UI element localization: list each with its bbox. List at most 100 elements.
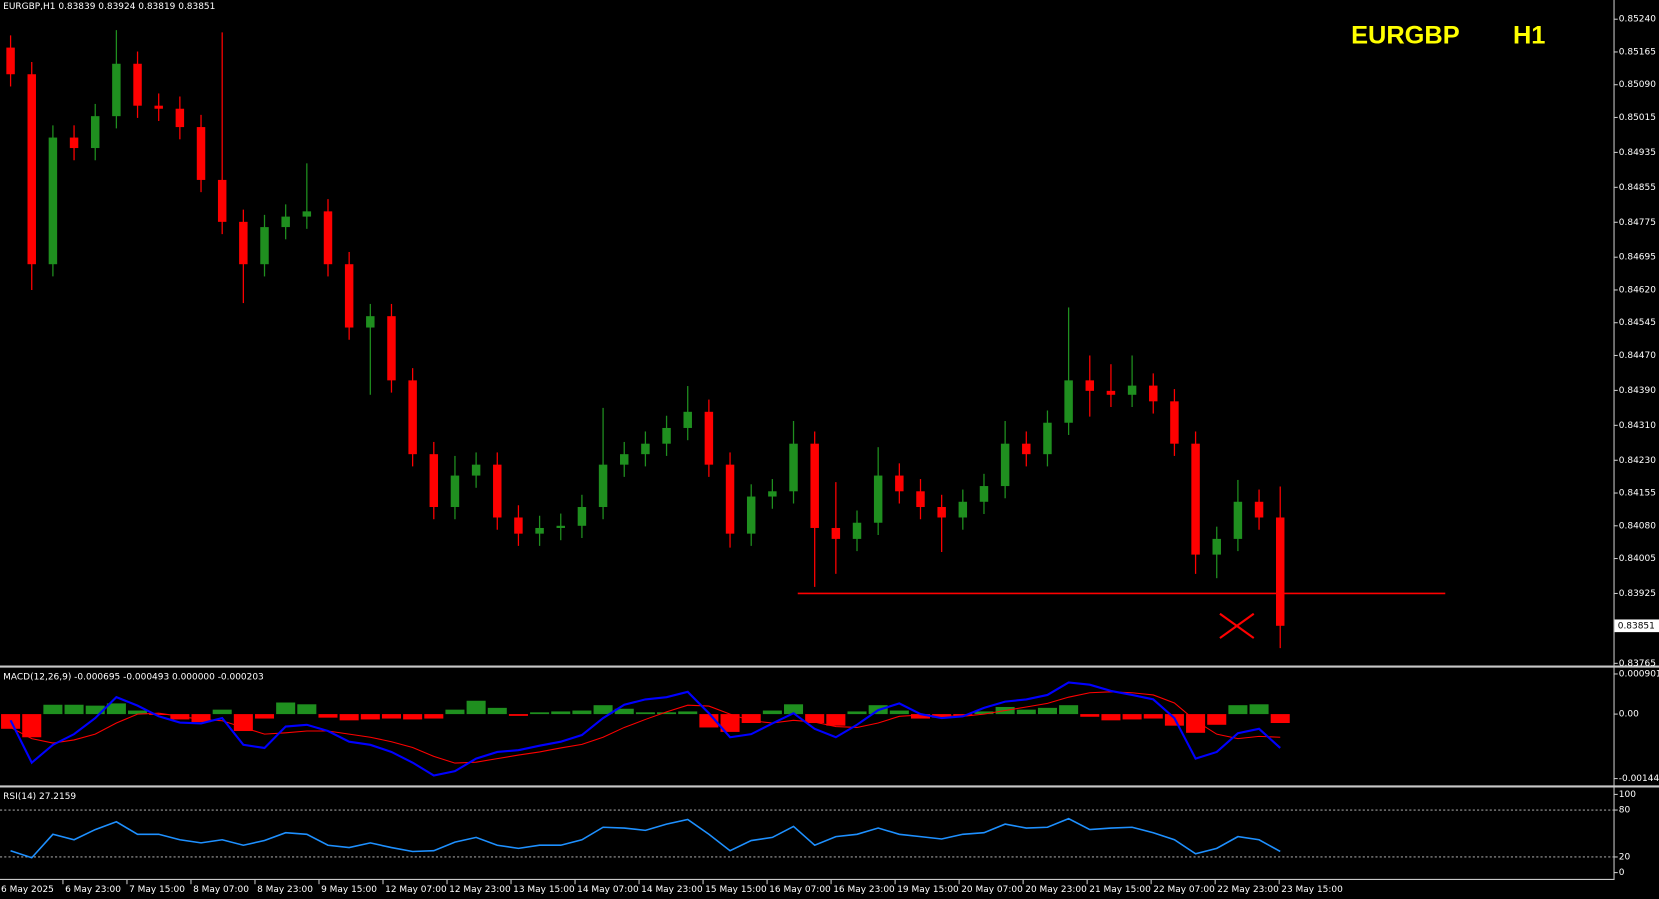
candle-body	[175, 108, 185, 128]
candle-body	[725, 464, 735, 534]
y-tick-label: 0.85240	[1619, 15, 1656, 25]
candle-body	[1149, 385, 1158, 402]
candle-body	[471, 464, 481, 476]
histogram-bar	[762, 710, 782, 715]
panel-header: MACD(12,26,9) -0.000695 -0.000493 0.0000…	[3, 673, 264, 683]
histogram-bar	[191, 714, 211, 723]
candle-body	[6, 47, 15, 75]
x-tick-label: 12 May 07:00	[385, 885, 447, 895]
histogram-bar	[826, 714, 846, 726]
candle-body	[641, 443, 650, 455]
y-tick-label: 0.84775	[1619, 218, 1656, 228]
y-tick-label: 80	[1619, 806, 1631, 816]
candle-body	[133, 63, 142, 106]
histogram-bar	[487, 707, 507, 715]
rsi-line	[10, 817, 1281, 859]
candle-body	[1106, 390, 1116, 395]
histogram-bar	[106, 703, 126, 715]
candle-body	[556, 525, 565, 528]
x-tick-label: 22 May 07:00	[1153, 885, 1215, 895]
candle-body	[48, 137, 58, 265]
candle-body	[450, 475, 460, 508]
candle-body	[979, 486, 989, 502]
y-tick-label: 0.84080	[1619, 521, 1656, 531]
histogram-bar	[508, 714, 528, 716]
histogram-bar	[1016, 709, 1036, 715]
candle-body	[344, 264, 354, 328]
histogram-bar	[551, 711, 571, 715]
candle-body	[683, 411, 692, 428]
y-tick-label: 0.84620	[1619, 285, 1656, 295]
candle-body	[937, 507, 946, 518]
candle-body	[1000, 443, 1010, 487]
y-tick-label: 0.83925	[1619, 589, 1656, 599]
y-tick-label: 20	[1619, 852, 1631, 862]
signal-line	[10, 691, 1281, 764]
histogram-bar	[910, 714, 931, 719]
candle-body	[620, 454, 629, 465]
y-tick-label: 0.85015	[1619, 113, 1656, 123]
histogram-bar	[572, 710, 592, 715]
y-tick-label: 0.83765	[1619, 659, 1656, 669]
histogram-bar	[635, 712, 655, 715]
candle-body	[895, 475, 904, 492]
timeframe-label: H1	[1513, 22, 1545, 50]
y-tick-label: 100	[1619, 790, 1636, 800]
x-tick-label: 21 May 15:00	[1089, 885, 1151, 895]
panel-header: RSI(14) 27.2159	[3, 792, 76, 802]
candle-body	[387, 316, 396, 381]
histogram-bar	[805, 714, 825, 724]
x-tick-label: 19 May 15:00	[897, 885, 959, 895]
candle-body	[302, 211, 312, 217]
x-tick-label: 6 May 23:00	[65, 885, 121, 895]
candle-body	[746, 496, 756, 534]
x-tick-label: 16 May 07:00	[769, 885, 831, 895]
y-tick-label: 0.84695	[1619, 253, 1656, 263]
y-tick-label: 0.85165	[1619, 47, 1656, 57]
candle-body	[27, 74, 36, 265]
candle-body	[916, 491, 925, 508]
candle-body	[598, 464, 608, 508]
y-tick-label: 0.84155	[1619, 489, 1656, 499]
histogram-bar	[1186, 714, 1206, 733]
y-tick-label: 0.84310	[1619, 421, 1656, 431]
candle-body	[1275, 517, 1285, 626]
candle-body	[323, 211, 333, 265]
candle-body	[1212, 538, 1221, 555]
candle-body	[90, 116, 100, 149]
histogram-bar	[445, 709, 465, 715]
candle-body	[1127, 385, 1137, 395]
y-tick-label: 0.85090	[1619, 80, 1656, 90]
histogram-bar	[847, 711, 867, 715]
x-tick-label: 14 May 23:00	[641, 885, 703, 895]
histogram-bar	[403, 714, 423, 720]
histogram-bar	[297, 704, 317, 715]
candle-body	[810, 443, 819, 528]
histogram-bar	[254, 714, 275, 719]
x-tick-label: 20 May 23:00	[1025, 885, 1087, 895]
histogram-bar	[720, 714, 740, 732]
x-tick-label: 7 May 15:00	[129, 885, 185, 895]
last-price-label: 0.83851	[1618, 621, 1655, 631]
histogram-bar	[466, 700, 486, 715]
histogram-bar	[43, 704, 63, 715]
candle-body	[196, 127, 206, 180]
candle-body	[514, 517, 523, 534]
histogram-bar	[22, 714, 42, 738]
y-tick-label: 0.000901	[1619, 669, 1659, 679]
candle-body	[577, 507, 587, 526]
candle-body	[1085, 380, 1095, 391]
candle-body	[69, 137, 79, 149]
histogram-bar	[953, 714, 973, 716]
histogram-bar	[212, 709, 232, 715]
candle-body	[493, 464, 502, 518]
candle-body	[704, 411, 714, 465]
histogram-bar	[1101, 714, 1121, 721]
candle-body	[852, 522, 862, 539]
candle-body	[260, 227, 269, 265]
candle-body	[1191, 443, 1200, 555]
chart-header: EURGBP,H1 0.83839 0.83924 0.83819 0.8385…	[3, 2, 215, 12]
candle-body	[831, 527, 841, 539]
